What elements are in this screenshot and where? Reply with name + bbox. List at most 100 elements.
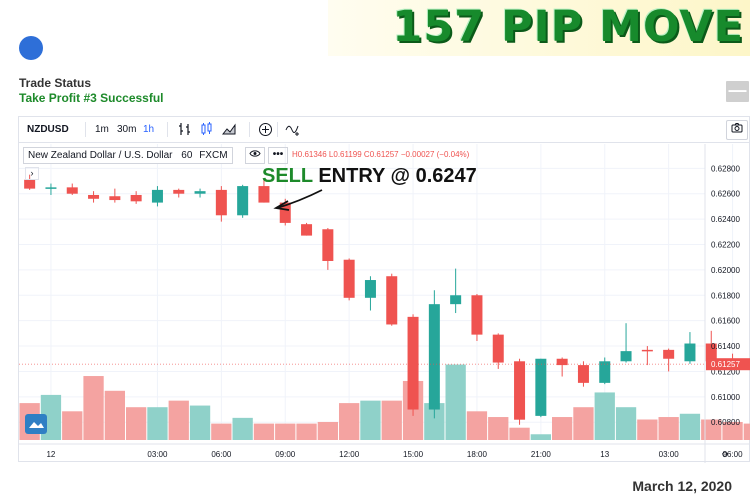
time-tick-label: 03:00	[147, 450, 168, 459]
area-chart-type-icon[interactable]	[221, 122, 237, 138]
chart-widget: NZDUSD 1m 30m 1h 0.62800 0.6	[18, 116, 750, 463]
candle-body	[215, 189, 227, 216]
last-price-label: 0.61257	[711, 360, 740, 369]
volume-bar	[530, 434, 551, 440]
volume-bar	[552, 417, 573, 440]
ohlc-values: H0.61346 L0.61199 C0.61257 −0.00027 (−0.…	[292, 150, 470, 159]
time-tick-label: 06:00	[723, 450, 744, 459]
interval-1h-button[interactable]: 1h	[143, 124, 155, 135]
legend-collapse-button[interactable]: ›	[25, 167, 39, 180]
candle-body	[514, 361, 526, 420]
trade-status-label: Trade Status	[19, 76, 92, 90]
settings-gear-icon: ⚙	[721, 450, 728, 459]
candle-body	[407, 316, 419, 410]
tradingview-logo-mark	[29, 422, 44, 428]
volume-bar	[509, 427, 530, 440]
volume-bar	[83, 376, 104, 440]
collapse-button[interactable]: —	[726, 81, 749, 102]
volume-bar	[232, 417, 253, 440]
volume-bar	[594, 392, 615, 440]
price-tick-label: 0.61400	[711, 342, 740, 351]
volume-bar	[126, 407, 147, 440]
candle-body	[577, 365, 589, 383]
sell-entry-annotation: SELL ENTRY @ 0.6247	[262, 165, 477, 188]
candle-body	[450, 295, 462, 305]
compare-icon[interactable]	[285, 122, 301, 138]
candle-body	[428, 304, 440, 410]
volume-bar	[189, 405, 211, 440]
volume-bar	[573, 407, 594, 440]
toolbar-divider	[85, 122, 86, 137]
more-options-button[interactable]: •••	[268, 147, 288, 164]
volume-bar	[360, 400, 381, 440]
volume-bar	[253, 423, 275, 440]
candle-body	[301, 224, 313, 236]
candle-body	[237, 186, 249, 216]
volume-bar	[445, 364, 466, 440]
price-tick-label: 0.62600	[711, 190, 740, 199]
legend-interval: 60	[181, 150, 193, 161]
indicators-plus-icon[interactable]	[257, 122, 273, 138]
entry-price-label: ENTRY @ 0.6247	[312, 165, 477, 187]
candle-body	[364, 280, 376, 298]
camera-icon[interactable]	[726, 120, 748, 140]
candle-body	[556, 358, 568, 366]
price-tick-label: 0.61200	[711, 367, 740, 376]
candle-body	[705, 343, 717, 362]
toolbar-divider	[277, 122, 278, 137]
trade-status-value: Take Profit #3 Successful	[19, 91, 164, 105]
toolbar-divider	[249, 122, 250, 137]
volume-bar	[466, 411, 488, 440]
time-tick-label: 12:00	[339, 450, 360, 459]
date-caption: March 12, 2020	[632, 478, 732, 494]
last-price-badge	[706, 358, 750, 371]
volume-bar	[211, 423, 232, 440]
price-tick-label: 0.61800	[711, 291, 740, 300]
symbol-search-button[interactable]: NZDUSD	[27, 124, 69, 135]
status-dot	[19, 36, 43, 60]
volume-bar	[637, 419, 658, 440]
hand-drawn-arrow-icon	[273, 189, 323, 211]
price-tick-label: 0.61600	[711, 317, 740, 326]
candle-body	[258, 186, 270, 203]
price-tick-label: 0.62400	[711, 215, 740, 224]
sell-label: SELL	[262, 165, 313, 187]
candle-chart-type-icon[interactable]	[199, 122, 215, 138]
volume-bar	[679, 413, 701, 440]
bar-chart-type-icon[interactable]	[177, 122, 193, 138]
volume-bar	[701, 419, 722, 440]
candle-body	[641, 349, 653, 352]
candle-body	[173, 189, 185, 194]
volume-bar	[104, 390, 125, 440]
volume-bar	[424, 403, 445, 440]
candle-body	[620, 351, 632, 362]
candle-body	[109, 196, 121, 201]
time-tick-label: 12	[46, 450, 55, 459]
price-tick-label: 0.62200	[711, 240, 740, 249]
candle-body	[279, 202, 291, 223]
volume-bar	[275, 423, 296, 440]
candle-body	[151, 189, 163, 203]
time-tick-label: 15:00	[403, 450, 424, 459]
volume-bar	[147, 407, 168, 440]
legend-source: FXCM	[199, 150, 228, 161]
candle-body	[45, 187, 57, 189]
volume-bar	[168, 400, 189, 440]
candle-body	[663, 349, 675, 359]
toolbar-divider	[167, 122, 168, 137]
interval-1m-button[interactable]: 1m	[95, 124, 109, 135]
time-tick-label: 06:00	[211, 450, 232, 459]
price-tick-label: 0.62800	[711, 164, 740, 173]
candle-body	[471, 295, 483, 335]
headline-banner: 157 PIP MOVE	[328, 0, 750, 56]
candle-body	[684, 343, 696, 362]
time-tick-label: 03:00	[659, 450, 680, 459]
symbol-legend[interactable]: New Zealand Dollar / U.S. Dollar 60 FXCM	[23, 147, 233, 164]
interval-30m-button[interactable]: 30m	[117, 124, 137, 135]
eye-icon[interactable]	[245, 147, 265, 164]
legend-title: New Zealand Dollar / U.S. Dollar	[28, 150, 173, 161]
price-tick-label: 0.60800	[711, 418, 740, 427]
chart-toolbar: NZDUSD 1m 30m 1h	[19, 117, 750, 143]
price-plot[interactable]: 0.62800 0.62600 0.62400 0.62200 0.62000 0.618…	[19, 144, 750, 463]
volume-bar	[658, 417, 679, 440]
